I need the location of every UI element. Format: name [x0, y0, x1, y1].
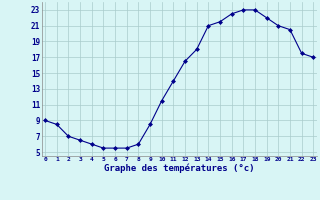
X-axis label: Graphe des températures (°c): Graphe des températures (°c) — [104, 163, 254, 173]
